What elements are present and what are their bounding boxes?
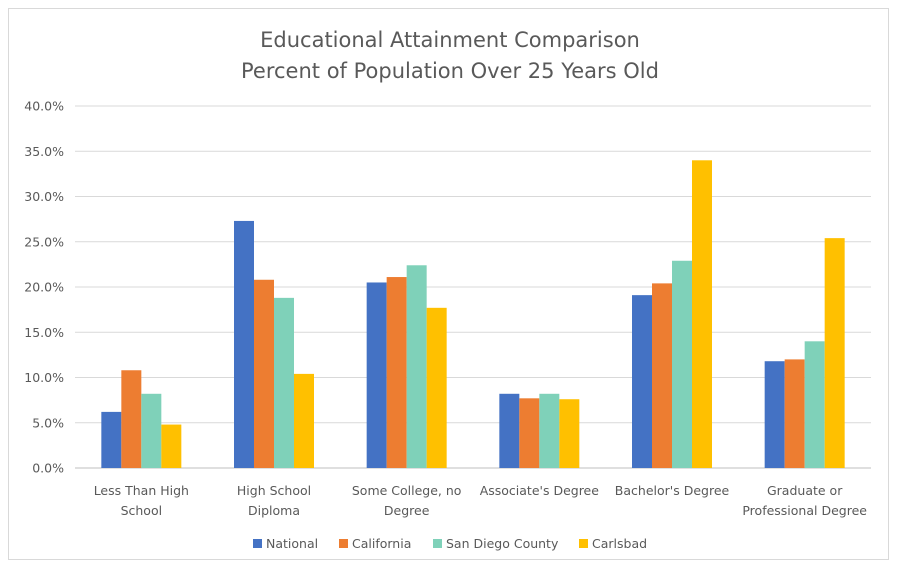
legend-swatch bbox=[433, 539, 442, 548]
bar bbox=[804, 341, 825, 468]
bar bbox=[692, 160, 712, 469]
y-tick-label: 30.0% bbox=[24, 189, 64, 204]
x-category-label: Diploma bbox=[248, 503, 300, 518]
bar bbox=[559, 399, 580, 468]
legend: National California San Diego County Carlsb… bbox=[253, 536, 647, 551]
chart-title-line-2: Percent of Population Over 25 Years Old bbox=[241, 59, 659, 83]
bar bbox=[121, 370, 142, 468]
y-tick-label: 10.0% bbox=[24, 370, 64, 385]
y-tick-label: 5.0% bbox=[32, 415, 64, 430]
y-tick-label: 25.0% bbox=[24, 234, 64, 249]
x-category-label: Graduate or bbox=[767, 483, 843, 498]
legend-label: California bbox=[352, 536, 411, 551]
x-category-label: Associate's Degree bbox=[480, 483, 600, 498]
bar bbox=[366, 282, 387, 468]
legend-swatch bbox=[253, 539, 262, 548]
bars bbox=[101, 160, 845, 469]
bar bbox=[141, 393, 162, 468]
x-category-label: Bachelor's Degree bbox=[615, 483, 730, 498]
bar bbox=[101, 411, 122, 468]
bar bbox=[234, 220, 254, 468]
bar bbox=[426, 307, 447, 468]
y-tick-label: 20.0% bbox=[24, 280, 64, 295]
legend-swatch bbox=[579, 539, 588, 548]
y-tick-label: 15.0% bbox=[24, 325, 64, 340]
bar bbox=[386, 277, 407, 468]
legend-label: San Diego County bbox=[446, 536, 559, 551]
bar bbox=[652, 283, 672, 468]
bar bbox=[784, 359, 805, 468]
bar bbox=[406, 265, 427, 468]
x-category-label: High School bbox=[237, 483, 311, 498]
y-tick-label: 40.0% bbox=[24, 99, 64, 114]
bar bbox=[274, 297, 294, 468]
chart-title: Educational Attainment Comparison Percen… bbox=[241, 28, 659, 83]
bar bbox=[519, 398, 540, 468]
chart-title-line-1: Educational Attainment Comparison bbox=[260, 28, 640, 52]
x-category-label: Some College, no bbox=[352, 483, 462, 498]
bar bbox=[672, 260, 692, 468]
bar bbox=[499, 393, 520, 468]
bar bbox=[824, 238, 845, 468]
y-tick-label: 0.0% bbox=[32, 461, 64, 476]
x-axis-labels: Less Than High School High School Diploma So… bbox=[94, 483, 868, 518]
bar bbox=[632, 295, 652, 468]
gridlines bbox=[75, 105, 871, 469]
y-axis-labels: 0.0% 5.0% 10.0% 15.0% 20.0% 25.0% 30.0% 35.0% 40… bbox=[24, 99, 64, 476]
bar bbox=[161, 424, 182, 468]
bar bbox=[539, 393, 560, 468]
bar bbox=[294, 373, 314, 468]
bar bbox=[254, 279, 274, 468]
x-category-label: Degree bbox=[384, 503, 430, 518]
x-category-label: Professional Degree bbox=[742, 503, 867, 518]
legend-swatch bbox=[339, 539, 348, 548]
bar bbox=[764, 361, 785, 468]
x-category-label: School bbox=[121, 503, 163, 518]
legend-label: Carlsbad bbox=[592, 536, 647, 551]
x-category-label: Less Than High bbox=[94, 483, 189, 498]
legend-label: National bbox=[266, 536, 318, 551]
y-tick-label: 35.0% bbox=[24, 144, 64, 159]
